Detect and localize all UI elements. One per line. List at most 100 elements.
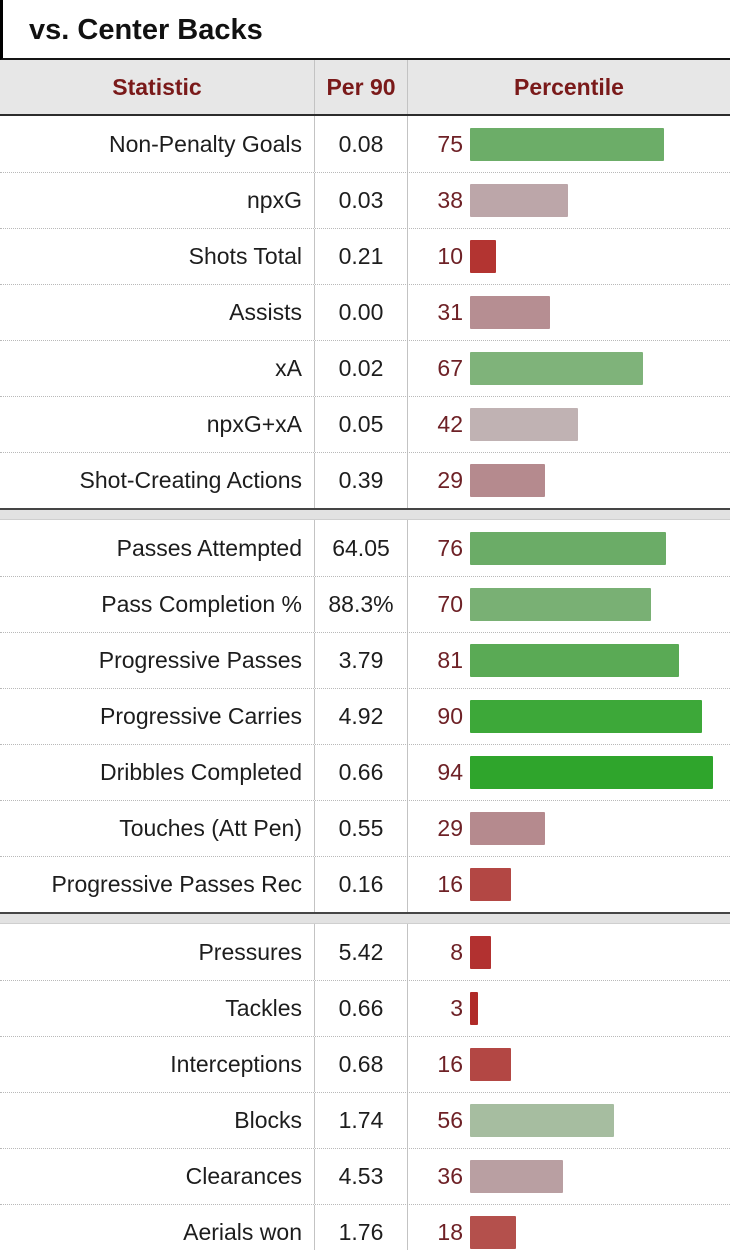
percentile-bar-track — [470, 296, 728, 329]
stat-name: Touches (Att Pen) — [0, 801, 315, 856]
percentile-cell: 16 — [408, 1037, 730, 1092]
per90-value: 5.42 — [315, 924, 408, 980]
percentile-value: 76 — [437, 534, 463, 561]
per90-value: 0.66 — [315, 981, 408, 1036]
percentile-bar-track — [470, 1216, 728, 1249]
percentile-value: 18 — [437, 1219, 463, 1245]
percentile-bar — [470, 240, 496, 273]
percentile-value: 81 — [437, 647, 463, 673]
per90-value: 4.92 — [315, 689, 408, 744]
stat-name: Blocks — [0, 1093, 315, 1148]
table-row: Shot-Creating Actions 0.39 29 — [0, 452, 730, 508]
stat-name: Pass Completion % — [0, 577, 315, 632]
percentile-value: 42 — [437, 411, 463, 437]
table-row: Shots Total 0.21 10 — [0, 228, 730, 284]
table-row: Touches (Att Pen) 0.55 29 — [0, 800, 730, 856]
percentile-bar-track — [470, 700, 728, 733]
percentile-value: 29 — [437, 815, 463, 841]
percentile-value: 90 — [437, 703, 463, 729]
percentile-cell: 81 — [408, 633, 730, 688]
percentile-cell: 36 — [408, 1149, 730, 1204]
stat-name: Passes Attempted — [0, 520, 315, 576]
percentile-cell: 70 — [408, 577, 730, 632]
percentile-cell: 90 — [408, 689, 730, 744]
per90-value: 1.74 — [315, 1093, 408, 1148]
per90-value: 0.68 — [315, 1037, 408, 1092]
stat-name: Progressive Carries — [0, 689, 315, 744]
percentile-bar — [470, 408, 579, 441]
per90-value: 0.02 — [315, 341, 408, 396]
stat-name: npxG+xA — [0, 397, 315, 452]
percentile-bar — [470, 868, 512, 901]
header-percentile: Percentile — [514, 73, 624, 100]
percentile-bar — [470, 1104, 615, 1137]
percentile-bar — [470, 352, 643, 385]
table-row: xA 0.02 67 — [0, 340, 730, 396]
percentile-bar-track — [470, 992, 728, 1025]
stat-name: Progressive Passes — [0, 633, 315, 688]
stat-name: Tackles — [0, 981, 315, 1036]
stat-name: Progressive Passes Rec — [0, 857, 315, 912]
percentile-value: 70 — [437, 591, 463, 617]
percentile-bar — [470, 464, 545, 497]
table-row: Progressive Carries 4.92 90 — [0, 688, 730, 744]
stat-name: Pressures — [0, 924, 315, 980]
table-row: Non-Penalty Goals 0.08 75 — [0, 116, 730, 172]
percentile-cell: 76 — [408, 520, 730, 576]
stat-name: Dribbles Completed — [0, 745, 315, 800]
per90-value: 0.08 — [315, 116, 408, 172]
percentile-cell: 3 — [408, 981, 730, 1036]
percentile-cell: 29 — [408, 453, 730, 508]
percentile-bar-track — [470, 240, 728, 273]
percentile-value: 38 — [437, 187, 463, 213]
table-header-row: Statistic Per 90 Percentile — [0, 60, 730, 116]
percentile-value: 75 — [437, 130, 463, 157]
percentile-bar-track — [470, 464, 728, 497]
percentile-bar — [470, 992, 478, 1025]
per90-value: 88.3% — [315, 577, 408, 632]
percentile-bar — [470, 700, 703, 733]
stat-name: Shots Total — [0, 229, 315, 284]
percentile-bar — [470, 644, 679, 677]
percentile-cell: 38 — [408, 173, 730, 228]
percentile-bar — [470, 756, 713, 789]
per90-value: 0.66 — [315, 745, 408, 800]
percentile-bar-track — [470, 352, 728, 385]
table-row: Blocks 1.74 56 — [0, 1092, 730, 1148]
percentile-bar-track — [470, 184, 728, 217]
per90-value: 3.79 — [315, 633, 408, 688]
percentile-bar-track — [470, 868, 728, 901]
percentile-bar — [470, 1160, 563, 1193]
section-divider — [0, 508, 730, 520]
percentile-bar-track — [470, 588, 728, 621]
percentile-cell: 94 — [408, 745, 730, 800]
percentile-bar — [470, 1216, 517, 1249]
stat-name: Aerials won — [0, 1205, 315, 1250]
per90-value: 4.53 — [315, 1149, 408, 1204]
percentile-cell: 42 — [408, 397, 730, 452]
table-body: Non-Penalty Goals 0.08 75 npxG 0.03 38 S… — [0, 116, 730, 1250]
percentile-bar-track — [470, 1104, 728, 1137]
table-row: npxG+xA 0.05 42 — [0, 396, 730, 452]
section-divider — [0, 912, 730, 924]
per90-value: 0.16 — [315, 857, 408, 912]
percentile-bar-track — [470, 1160, 728, 1193]
percentile-cell: 75 — [408, 116, 730, 172]
stat-name: Non-Penalty Goals — [0, 116, 315, 172]
stat-name: Shot-Creating Actions — [0, 453, 315, 508]
table-row: Pressures 5.42 8 — [0, 924, 730, 980]
percentile-bar — [470, 127, 664, 161]
stat-name: npxG — [0, 173, 315, 228]
percentile-bar — [470, 1048, 512, 1081]
percentile-bar-track — [470, 408, 728, 441]
percentile-cell: 16 — [408, 857, 730, 912]
table-row: Assists 0.00 31 — [0, 284, 730, 340]
percentile-bar — [470, 296, 550, 329]
percentile-value: 56 — [437, 1107, 463, 1133]
report-title: vs. Center Backs — [0, 0, 730, 60]
percentile-value: 29 — [437, 467, 463, 493]
stat-name: Clearances — [0, 1149, 315, 1204]
percentile-cell: 29 — [408, 801, 730, 856]
percentile-bar — [470, 812, 545, 845]
